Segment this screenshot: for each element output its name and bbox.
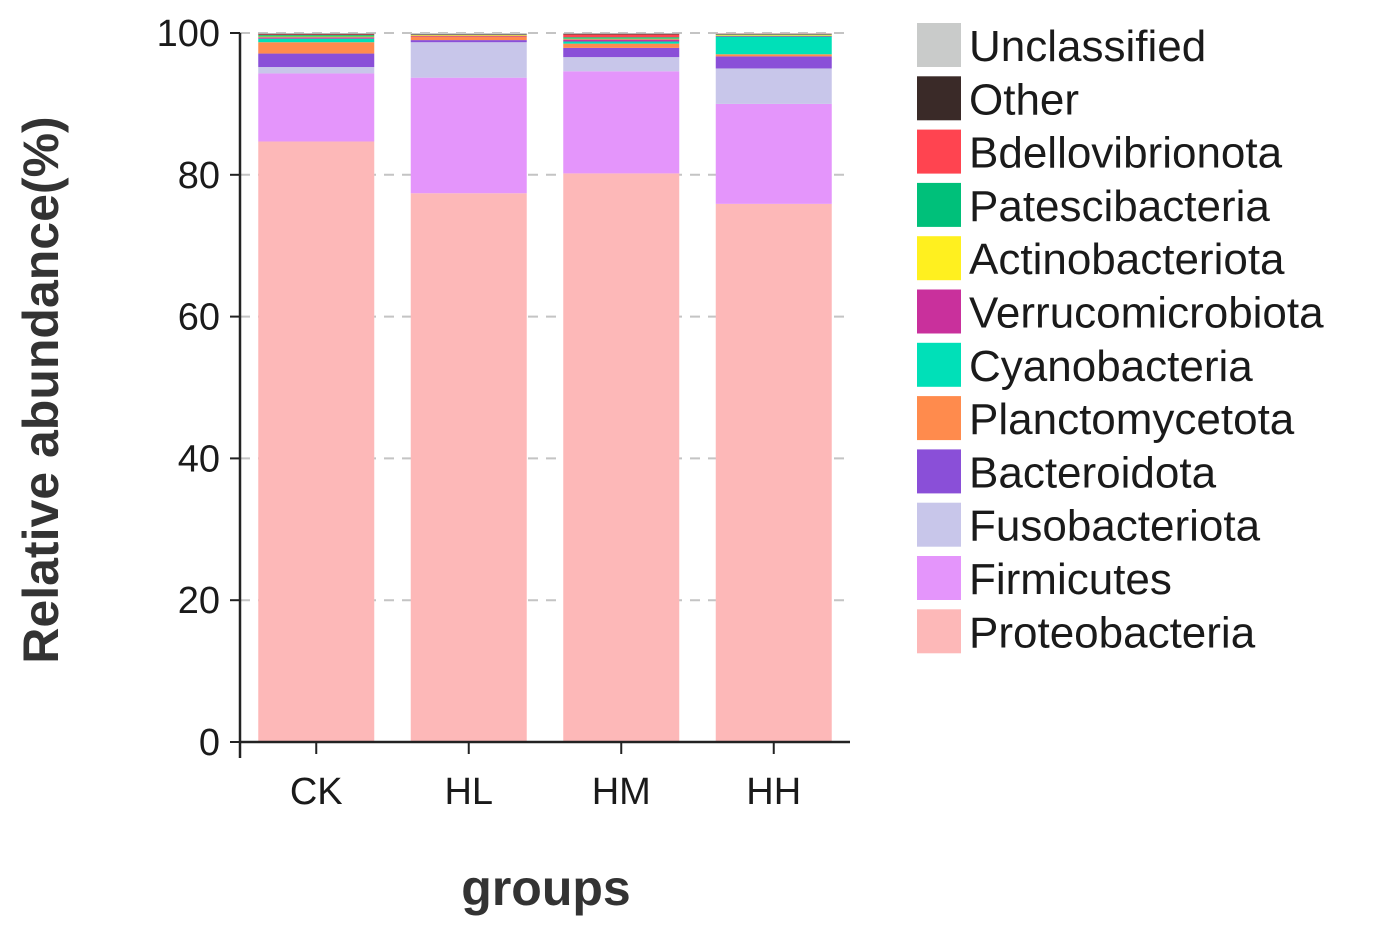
- legend-label-actinobacteriota: Actinobacteriota: [969, 235, 1285, 284]
- bar-ck-unclassified: [258, 33, 375, 34]
- bar-hm-unclassified: [563, 33, 680, 34]
- legend-label-other: Other: [969, 75, 1079, 124]
- legend-item-planctomycetota: Planctomycetota: [917, 395, 1295, 444]
- y-tick-label-3: 60: [178, 297, 220, 339]
- bar-hl-verrucomicrobiota: [410, 35, 527, 37]
- bar-ck-patescibacteria: [258, 35, 375, 37]
- legend-swatch-fusobacteriota: [917, 502, 961, 547]
- legend-swatch-bacteroidota: [917, 449, 961, 494]
- legend-swatch-bdellovibrionota: [917, 129, 961, 174]
- legend-swatch-planctomycetota: [917, 396, 961, 441]
- legend-label-fusobacteriota: Fusobacteriota: [969, 502, 1261, 551]
- bar-ck-bacteroidota: [258, 53, 375, 68]
- legend-item-cyanobacteria: Cyanobacteria: [917, 342, 1253, 391]
- bar-hm-cyanobacteria: [563, 41, 680, 44]
- legend-swatch-unclassified: [917, 23, 961, 67]
- x-tick-label-hm: HM: [592, 771, 651, 813]
- x-tick-label-hl: HL: [444, 771, 493, 813]
- legend-label-verrucomicrobiota: Verrucomicrobiota: [969, 289, 1324, 338]
- bar-ck-proteobacteria: [258, 141, 375, 743]
- bar-hh-bdellovibrionota: [715, 33, 832, 35]
- bar-hm-bdellovibrionota: [563, 34, 680, 38]
- legend-item-patescibacteria: Patescibacteria: [917, 182, 1270, 231]
- legend-item-fusobacteriota: Fusobacteriota: [917, 502, 1261, 551]
- bar-hh-bacteroidota: [715, 56, 832, 69]
- bar-hm-fusobacteriota: [563, 57, 680, 72]
- legend-swatch-firmicutes: [917, 556, 961, 600]
- bar-hl-unclassified: [410, 33, 527, 35]
- bar-hm-proteobacteria: [563, 173, 680, 742]
- legend-item-proteobacteria: Proteobacteria: [917, 608, 1256, 657]
- bar-hm-other: [563, 33, 680, 35]
- bar-hl-actinobacteriota: [410, 35, 527, 36]
- bar-ck-bdellovibrionota: [258, 34, 375, 36]
- bar-ck-fusobacteriota: [258, 67, 375, 74]
- legend-label-bdellovibrionota: Bdellovibrionota: [969, 129, 1283, 178]
- y-tick-label-1: 20: [178, 580, 220, 622]
- bar-hh-cyanobacteria: [715, 36, 832, 55]
- axes: [230, 32, 850, 758]
- legend-label-proteobacteria: Proteobacteria: [969, 608, 1256, 657]
- legend-label-patescibacteria: Patescibacteria: [969, 182, 1270, 231]
- bar-hh-actinobacteriota: [715, 35, 832, 36]
- tick-labels: 0 20 40 60 80 100 CK HL HM HH: [157, 13, 802, 813]
- legend-item-other: Other: [917, 75, 1079, 124]
- bar-hh-fusobacteriota: [715, 68, 832, 104]
- bar-hm-verrucomicrobiota: [563, 39, 680, 42]
- bar-hh-proteobacteria: [715, 203, 832, 742]
- y-axis-title: Relative abundance(%): [13, 116, 69, 663]
- bar-hh-patescibacteria: [715, 34, 832, 36]
- legend-item-bacteroidota: Bacteroidota: [917, 448, 1217, 497]
- bar-hl-fusobacteriota: [410, 42, 527, 78]
- legend-item-firmicutes: Firmicutes: [917, 555, 1172, 604]
- legend-swatch-cyanobacteria: [917, 342, 961, 387]
- y-tick-label-4: 80: [178, 155, 220, 197]
- legend-label-unclassified: Unclassified: [969, 22, 1206, 71]
- y-tick-label-2: 40: [178, 438, 220, 480]
- bar-hh-firmicutes: [715, 103, 832, 204]
- x-tick-label-ck: CK: [290, 771, 343, 813]
- bar-hh-unclassified: [715, 33, 832, 34]
- bar-hm-actinobacteriota: [563, 38, 680, 40]
- legend-swatch-patescibacteria: [917, 182, 961, 227]
- bar-ck-verrucomicrobiota: [258, 37, 375, 39]
- bars: [258, 33, 832, 743]
- x-axis-title: groups: [461, 860, 630, 916]
- legend-label-planctomycetota: Planctomycetota: [969, 395, 1295, 444]
- y-tick-label-5: 100: [157, 13, 220, 55]
- bar-hm-planctomycetota: [563, 43, 680, 48]
- legend-swatch-other: [917, 76, 961, 121]
- legend-swatch-proteobacteria: [917, 609, 961, 654]
- bar-hm-firmicutes: [563, 71, 680, 174]
- bar-hh-verrucomicrobiota: [715, 35, 832, 37]
- legend-label-cyanobacteria: Cyanobacteria: [969, 342, 1253, 391]
- legend-label-firmicutes: Firmicutes: [969, 555, 1172, 604]
- bar-ck-other: [258, 33, 375, 35]
- legend-swatch-actinobacteriota: [917, 236, 961, 281]
- bar-ck-planctomycetota: [258, 42, 375, 54]
- bar-hl-firmicutes: [410, 77, 527, 194]
- bar-hl-planctomycetota: [410, 36, 527, 41]
- bar-hm-bacteroidota: [563, 47, 680, 58]
- legend-item-verrucomicrobiota: Verrucomicrobiota: [917, 289, 1324, 338]
- legend-swatch-verrucomicrobiota: [917, 289, 961, 334]
- bar-hl-bacteroidota: [410, 40, 527, 43]
- legend-label-bacteroidota: Bacteroidota: [969, 448, 1217, 497]
- y-tick-label-0: 0: [199, 722, 220, 764]
- bar-ck-actinobacteriota: [258, 36, 375, 38]
- bar-hm-patescibacteria: [563, 37, 680, 39]
- x-tick-label-hh: HH: [746, 771, 801, 813]
- legend-item-bdellovibrionota: Bdellovibrionota: [917, 129, 1283, 178]
- bar-ck-cyanobacteria: [258, 38, 375, 43]
- bar-ck-firmicutes: [258, 73, 375, 142]
- legend-item-actinobacteriota: Actinobacteriota: [917, 235, 1285, 284]
- legend-item-unclassified: Unclassified: [917, 22, 1206, 71]
- bar-hl-proteobacteria: [410, 193, 527, 742]
- bar-hl-other: [410, 34, 527, 36]
- bar-hh-planctomycetota: [715, 54, 832, 57]
